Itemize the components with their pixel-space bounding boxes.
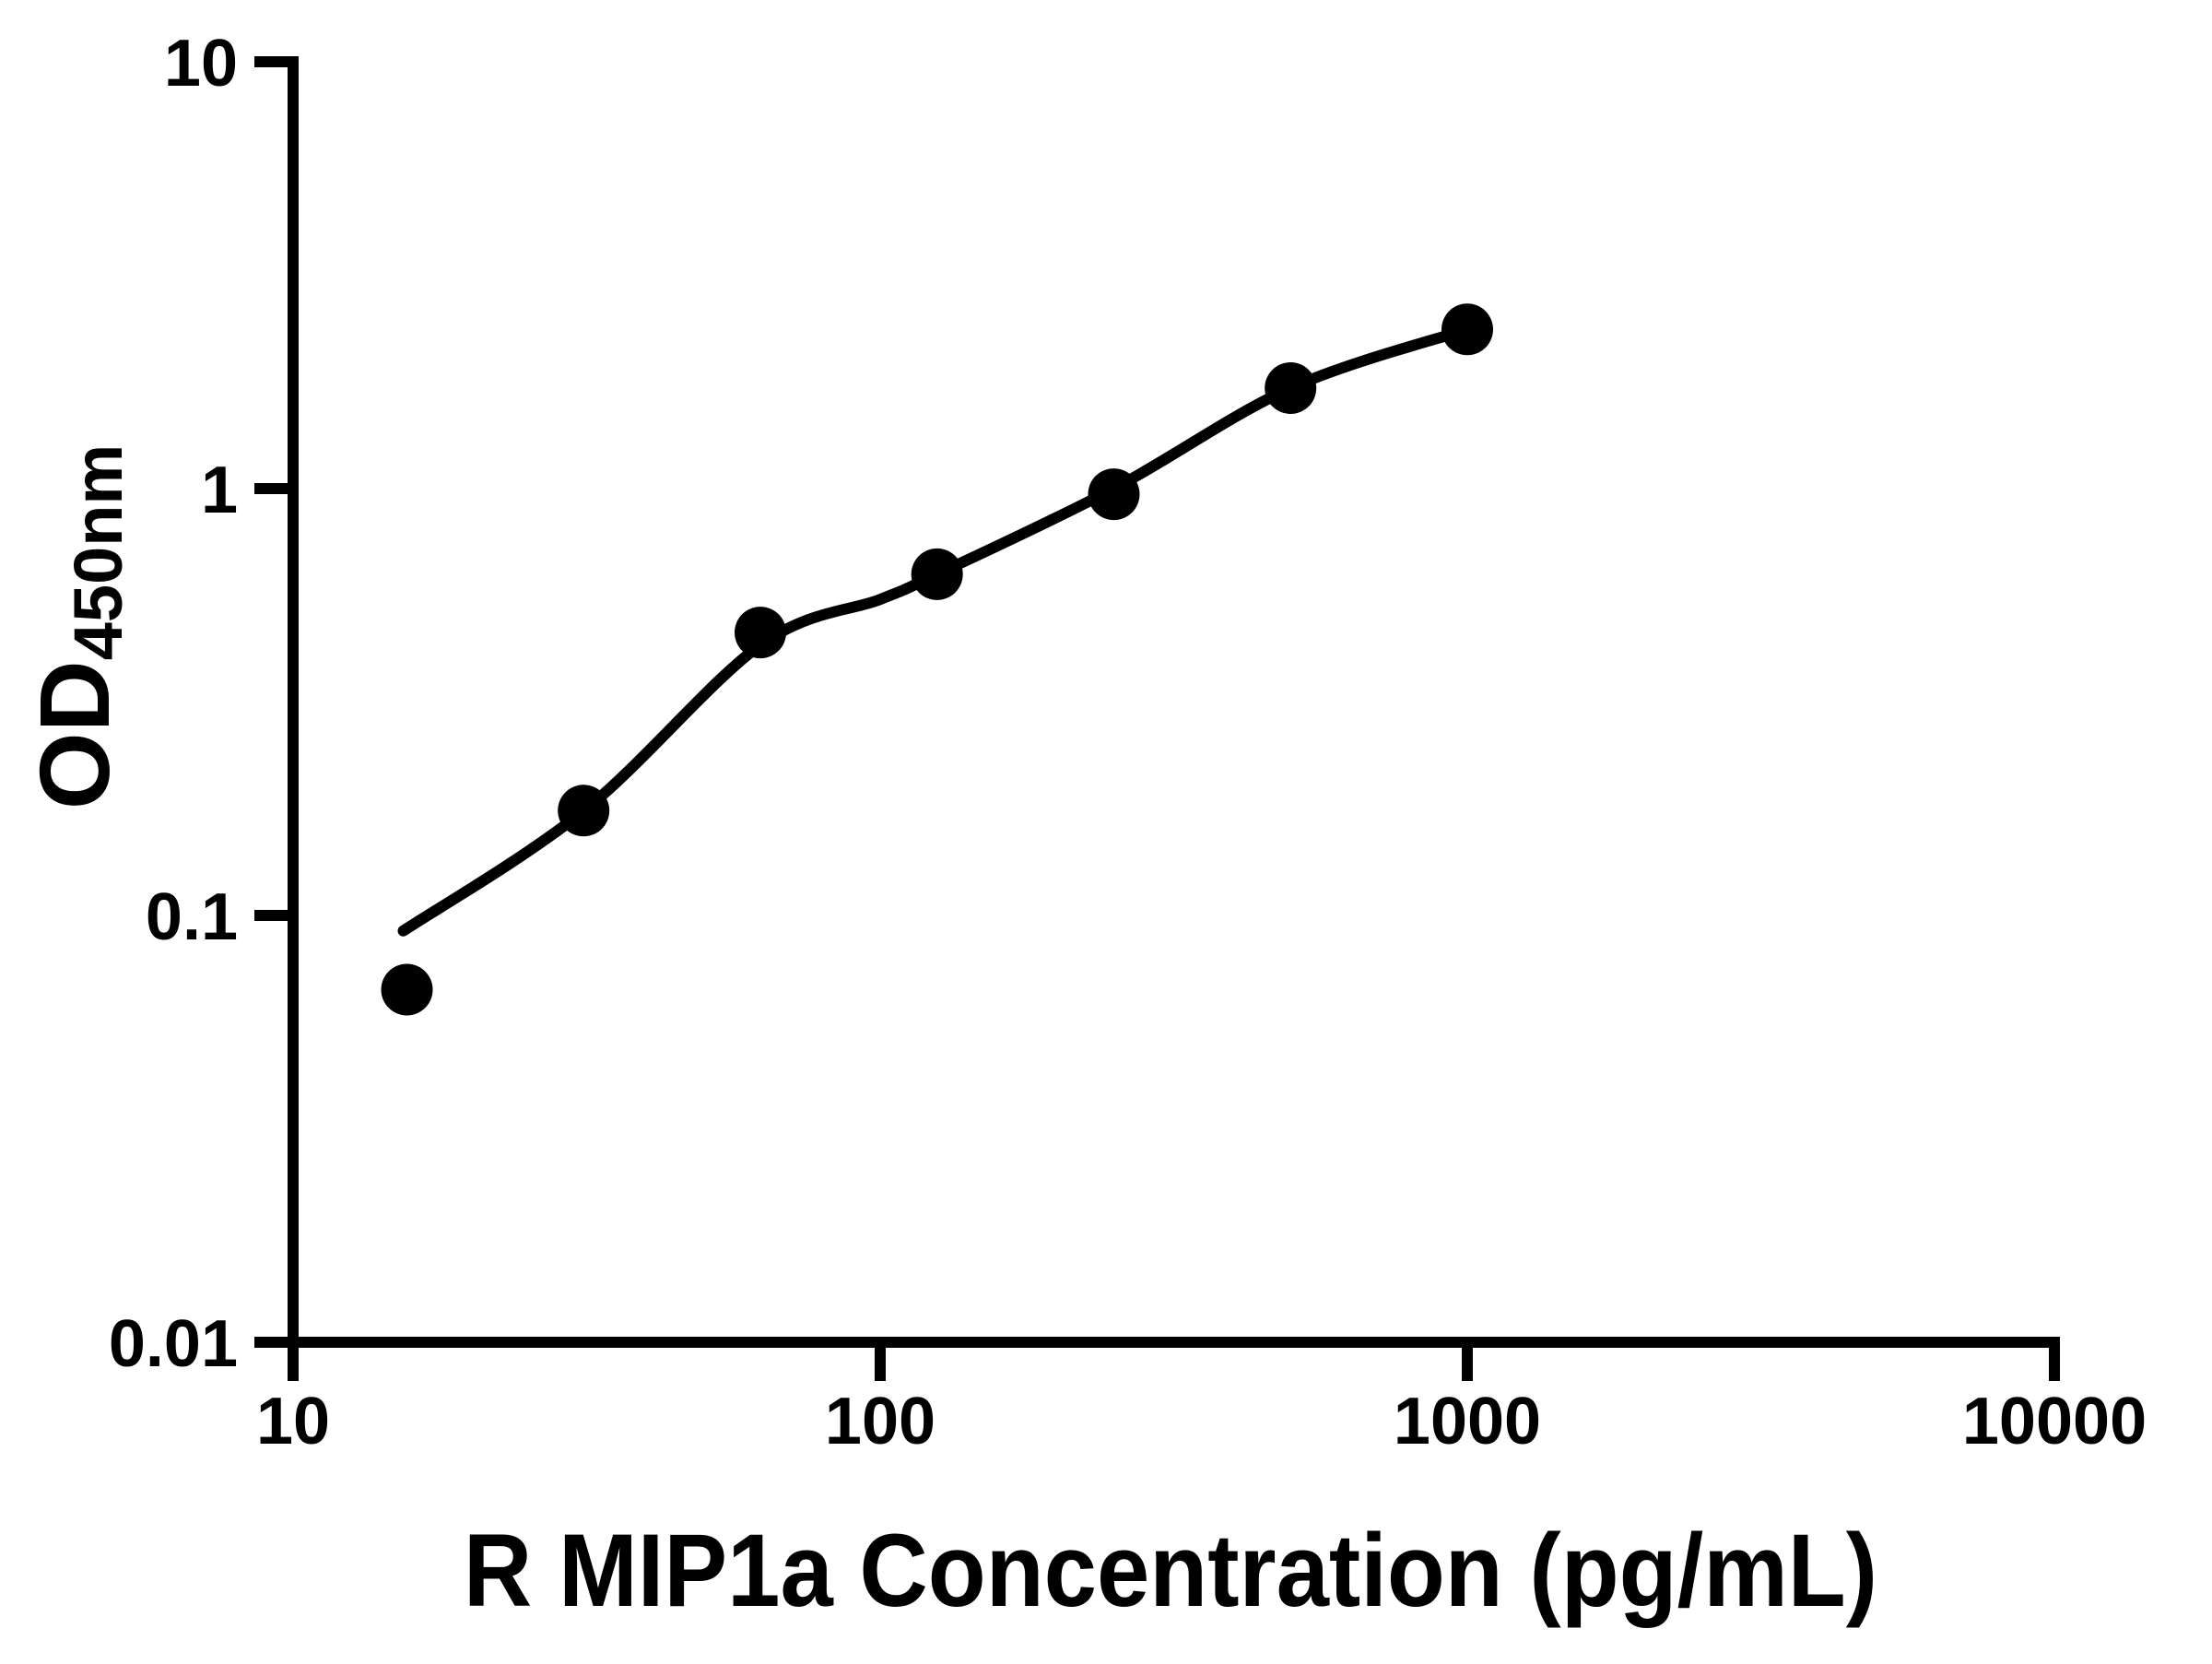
data-point-marker [558, 785, 610, 837]
data-point-marker [735, 607, 786, 659]
x-tick-label: 1000 [1394, 1385, 1541, 1458]
data-point-marker [381, 963, 433, 1016]
data-point-marker [911, 548, 963, 600]
y-axis-label-main: OD [18, 660, 130, 809]
x-tick-label: 10 [256, 1385, 330, 1458]
axes [288, 56, 2060, 1348]
y-tick-label: 10 [164, 27, 238, 100]
x-axis-ticks: 10 100 1000 10000 [256, 1342, 2147, 1458]
y-tick-label: 1 [201, 454, 238, 527]
y-axis-label: OD450nm [18, 444, 136, 809]
data-points [381, 303, 1493, 1016]
y-axis-label-subscript: 450nm [60, 444, 136, 660]
data-point-marker [1441, 303, 1493, 356]
x-tick-label: 100 [825, 1385, 935, 1458]
x-axis-label: R MIP1a Concentration (pg/mL) [464, 1513, 1877, 1628]
data-point-marker [1265, 362, 1317, 414]
y-tick-label: 0.1 [146, 880, 238, 954]
data-point-marker [1088, 468, 1140, 521]
fit-curve [397, 324, 1473, 937]
y-axis-ticks: 10 1 0.1 0.01 [109, 27, 293, 1381]
x-tick-label: 10000 [1962, 1385, 2147, 1458]
y-tick-label: 0.01 [109, 1307, 238, 1381]
